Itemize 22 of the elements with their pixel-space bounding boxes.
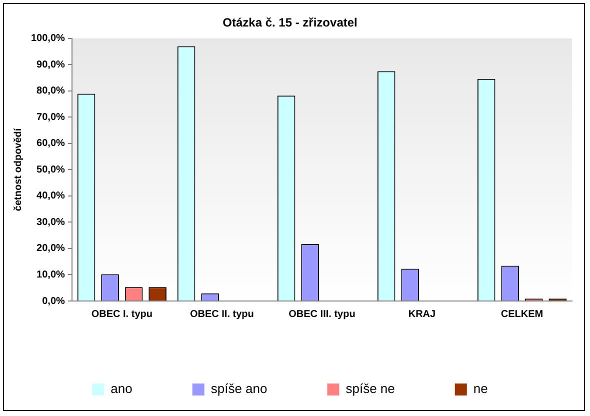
- y-tick-label: 80,0%: [36, 86, 66, 97]
- y-tick-label: 50,0%: [36, 164, 66, 176]
- legend-label: ne: [473, 381, 488, 396]
- chart-title: Otázka č. 15 - zřizovatel: [222, 16, 358, 30]
- y-tick-label: 10,0%: [36, 269, 66, 280]
- y-tick-label: 70,0%: [36, 112, 66, 123]
- y-tick-label: 30,0%: [36, 216, 66, 228]
- x-tick-label: OBEC II. typu: [190, 308, 254, 320]
- y-tick-label: 40,0%: [36, 190, 66, 202]
- y-tick-label: 60,0%: [36, 138, 66, 150]
- y-tick-label: 0,0%: [42, 296, 66, 307]
- y-tick-label: 90,0%: [36, 59, 66, 70]
- y-tick-label: 100,0%: [30, 33, 66, 44]
- legend-label: spíše ano: [210, 381, 268, 396]
- y-axis-title: četnost odpovědí: [12, 127, 24, 212]
- legend-label: spíše ne: [346, 381, 395, 396]
- x-tick-label: KRAJ: [408, 308, 436, 320]
- legend-label: ano: [110, 381, 132, 396]
- x-tick-label: OBEC III. typu: [288, 308, 356, 320]
- x-tick-label: CELKEM: [500, 308, 544, 320]
- y-tick-label: 20,0%: [36, 243, 66, 254]
- x-tick-label: OBEC I. typu: [91, 308, 152, 320]
